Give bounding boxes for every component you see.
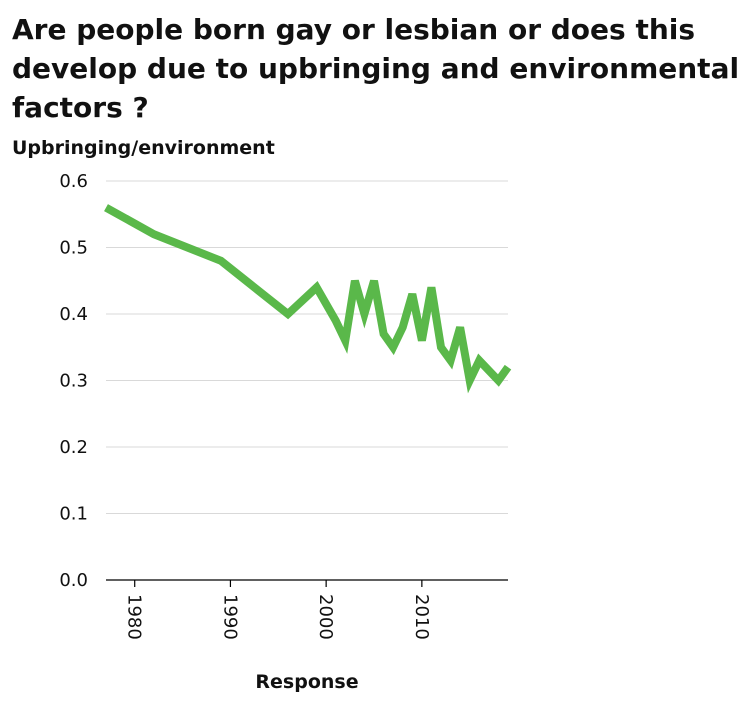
y-tick-label: 0.6 xyxy=(59,171,88,192)
x-axis-ticks: 1980 1990 2000 2010 xyxy=(124,580,432,640)
series-layer xyxy=(104,204,512,394)
y-tick-label: 0.4 xyxy=(59,304,88,325)
y-tick-label: 0.0 xyxy=(59,570,88,591)
y-axis-ticks: 0.0 0.1 0.2 0.3 0.4 0.5 0.6 xyxy=(59,171,88,591)
y-tick-label: 0.5 xyxy=(59,238,88,259)
x-axis-title: Response xyxy=(255,671,358,693)
y-axis-title: Upbringing/environment xyxy=(12,137,275,159)
x-tick-label: 2010 xyxy=(411,594,432,640)
x-tick-label: 2000 xyxy=(315,594,336,640)
chart-title: Are people born gay or lesbian or does t… xyxy=(12,13,739,124)
y-tick-label: 0.3 xyxy=(59,371,88,392)
x-tick-label: 1990 xyxy=(219,594,240,640)
chart-title-line-3: factors ? xyxy=(12,91,149,124)
y-tick-label: 0.1 xyxy=(59,504,88,525)
x-tick-label: 1980 xyxy=(124,594,145,640)
grid-lines xyxy=(106,180,508,514)
chart-title-line-1: Are people born gay or lesbian or does t… xyxy=(12,13,695,46)
series-line xyxy=(104,204,512,394)
chart-title-line-2: develop due to upbringing and environmen… xyxy=(12,52,739,85)
y-tick-label: 0.2 xyxy=(59,437,88,458)
